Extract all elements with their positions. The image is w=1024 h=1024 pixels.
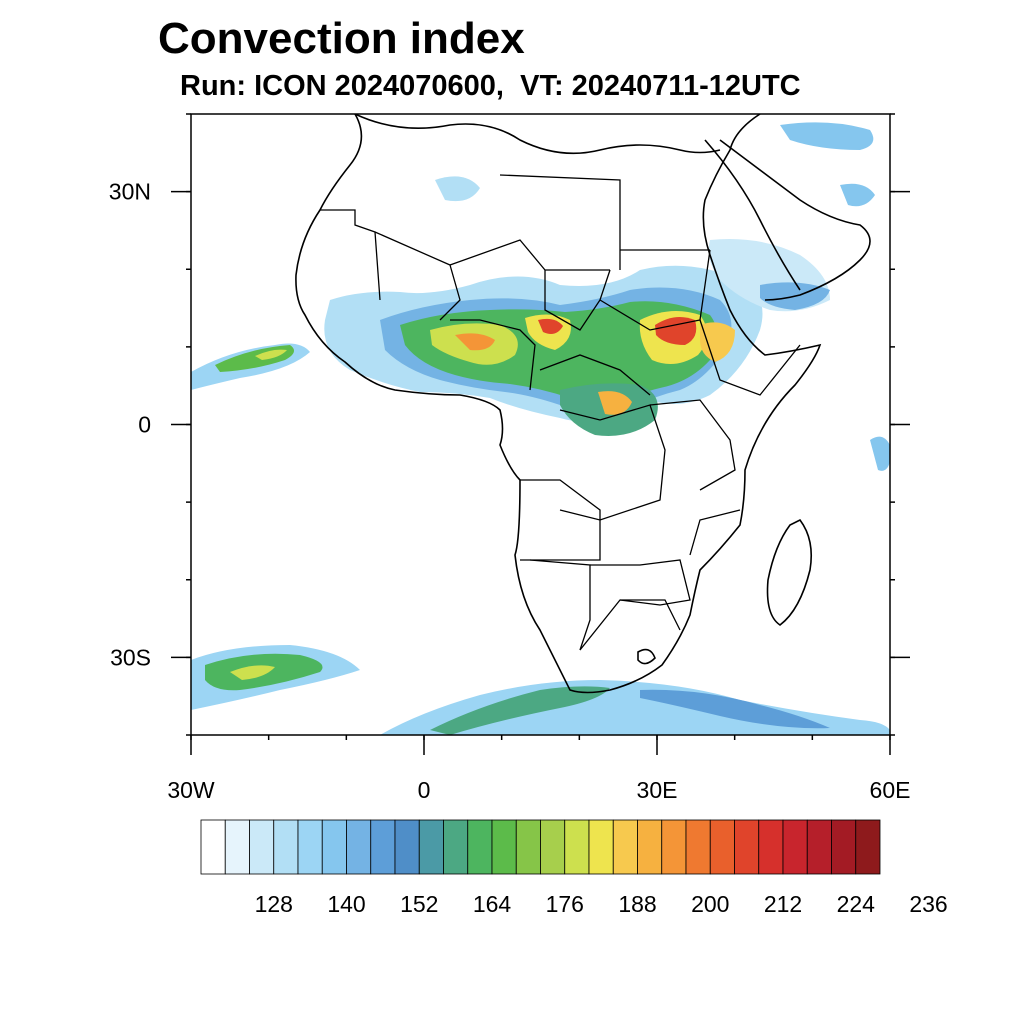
country-borders: [320, 174, 801, 651]
border-moz: [689, 509, 741, 556]
border-east: [649, 399, 736, 491]
field-southern-ocean-core: [430, 686, 610, 735]
lon-tick-label: 30W: [167, 777, 215, 803]
red-sea-coast: [704, 139, 801, 291]
convection-field: [191, 122, 890, 735]
border-angola: [520, 479, 601, 561]
colorbar-label: 212: [764, 891, 802, 917]
colorbar-label: 236: [909, 891, 947, 917]
africa-coastline: [295, 114, 822, 694]
colorbar: 128 140 152 164 176 188 200 212 224 236: [200, 819, 948, 917]
field-sahel-red-c: [538, 318, 563, 334]
border-sudan: [599, 249, 711, 331]
field-southern-ocean-east: [640, 689, 830, 729]
field-sahara-cloud: [435, 176, 480, 202]
colorbar-swatch: [273, 819, 299, 875]
border-ethiopia: [699, 319, 801, 396]
colorbar-label: 188: [618, 891, 656, 917]
colorbar-swatch: [685, 819, 711, 875]
lat-tick-label: 30N: [109, 179, 151, 205]
colorbar-swatch: [321, 819, 347, 875]
border-namibia: [529, 559, 591, 651]
colorbar-swatch: [661, 819, 687, 875]
border-botswana-zim: [590, 559, 691, 606]
colorbar-label: 200: [691, 891, 729, 917]
border-car: [539, 354, 651, 396]
colorbar-swatch: [612, 819, 638, 875]
colorbar-swatch: [637, 819, 663, 875]
colorbar-swatch: [418, 819, 444, 875]
colorbar-label: 224: [837, 891, 876, 917]
colorbar-swatch: [249, 819, 275, 875]
border-libya: [499, 174, 621, 270]
colorbar-swatch: [394, 819, 420, 875]
colorbar-swatch: [782, 819, 808, 875]
colorbar-label: 140: [327, 891, 365, 917]
lon-tick-label: 0: [418, 777, 431, 803]
colorbar-swatch: [491, 819, 517, 875]
colorbar-swatch: [709, 819, 735, 875]
madagascar: [766, 518, 813, 626]
colorbar-swatch: [758, 819, 784, 875]
border-algeria-niger: [449, 239, 610, 271]
colorbar-swatch: [346, 819, 372, 875]
colorbar-swatch: [515, 819, 541, 875]
border-mali: [374, 231, 461, 321]
lon-tick-label: 60E: [870, 777, 911, 803]
field-sudan-red: [655, 316, 697, 345]
chart-subtitle: Run: ICON 2024070600, VT: 20240711-12UTC: [180, 70, 801, 102]
field-sahel-orange-w: [455, 333, 495, 351]
border-nigeria: [450, 319, 536, 391]
colorbar-swatch: [297, 819, 323, 875]
lat-tick-label: 0: [138, 412, 151, 438]
colorbar-swatch: [831, 819, 857, 875]
field-gulf: [840, 183, 875, 207]
colorbar-swatch: [564, 819, 590, 875]
lon-tick-label: 30E: [637, 777, 678, 803]
field-med: [780, 122, 874, 150]
colorbar-label: 128: [255, 891, 293, 917]
field-atlantic-itcz-hot: [255, 349, 287, 360]
border-sa: [579, 599, 681, 651]
axis-ticks: [171, 113, 910, 755]
border-chad: [544, 269, 611, 331]
colorbar-swatch: [734, 819, 760, 875]
colorbar-label: 152: [400, 891, 438, 917]
lesotho: [637, 648, 656, 665]
colorbar-swatch: [443, 819, 469, 875]
axis-tick-labels: 30N 0 30S 30W 0 30E 60E: [109, 179, 911, 803]
field-congo-yellow: [598, 391, 632, 415]
chart-title: Convection index: [158, 14, 525, 63]
border-mauritania: [320, 209, 381, 301]
lat-tick-label: 30S: [110, 644, 151, 670]
colorbar-swatch: [467, 819, 493, 875]
colorbar-swatch: [370, 819, 396, 875]
colorbar-swatch: [588, 819, 614, 875]
colorbar-swatch: [200, 819, 226, 875]
field-south-atlantic-yellow: [230, 665, 275, 680]
colorbar-swatch: [540, 819, 566, 875]
map-frame: [190, 113, 891, 736]
colorbar-label: 176: [546, 891, 584, 917]
field-east-indian: [870, 436, 890, 471]
colorbar-swatch: [224, 819, 250, 875]
colorbar-label: 164: [473, 891, 512, 917]
field-ethiopia-yellow: [700, 322, 735, 362]
colorbar-swatch: [855, 819, 881, 875]
colorbar-swatch: [806, 819, 832, 875]
coastlines: [295, 114, 871, 694]
mediterranean-coast: [354, 114, 721, 155]
arabia-coast: [719, 139, 871, 301]
